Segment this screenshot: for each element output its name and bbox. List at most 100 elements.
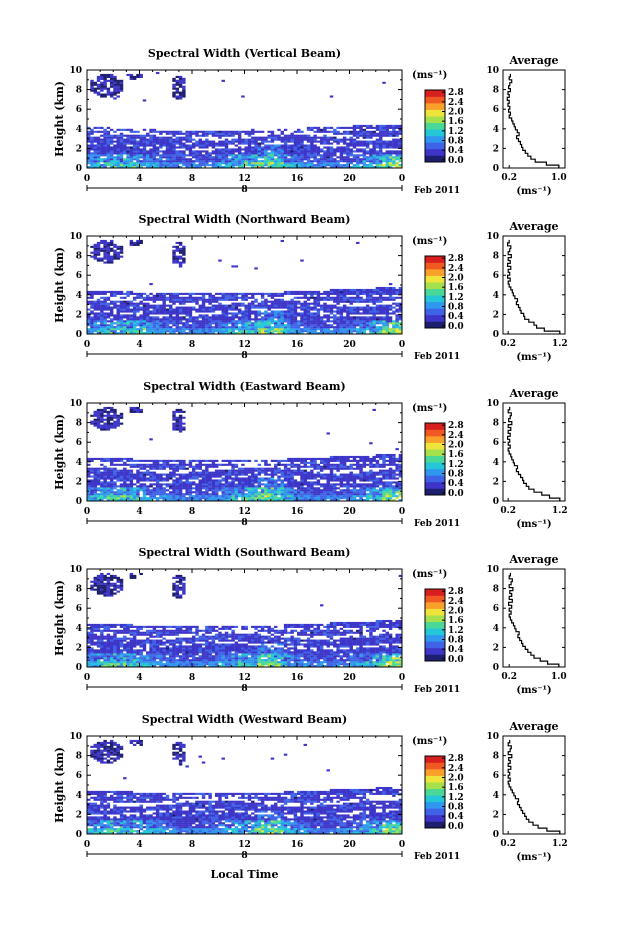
heatmap-cell	[202, 481, 205, 483]
heatmap-cell	[100, 141, 103, 143]
heatmap-cell	[202, 131, 205, 133]
heatmap-cell	[376, 150, 379, 152]
heatmap-cell	[87, 160, 90, 162]
heatmap-cell	[103, 84, 106, 86]
heatmap-cell	[90, 301, 93, 303]
heatmap-cell	[297, 297, 300, 299]
heatmap-cell	[159, 307, 162, 309]
heatmap-cell	[94, 158, 97, 160]
heatmap-cell	[264, 139, 267, 141]
heatmap-cell	[120, 80, 123, 82]
heatmap-cell	[287, 162, 290, 164]
heatmap-cell	[172, 154, 175, 156]
heatmap-cell	[153, 460, 156, 462]
heatmap-cell	[225, 483, 228, 485]
heatmap-cell	[123, 322, 126, 324]
heatmap-cell	[94, 256, 97, 258]
heatmap-cell	[202, 299, 205, 301]
heatmap-cell	[382, 309, 385, 311]
heatmap-cell	[140, 474, 143, 476]
heatmap-cell	[281, 328, 284, 330]
heatmap-cell	[290, 291, 293, 293]
heatmap-cell	[281, 240, 284, 242]
heatmap-cell	[323, 156, 326, 158]
heatmap-cell	[267, 307, 270, 309]
heatmap-cell	[297, 312, 300, 314]
heatmap-cell	[179, 152, 182, 154]
heatmap-cell	[356, 143, 359, 145]
heatmap-cell	[215, 474, 218, 476]
heatmap-cell	[287, 148, 290, 150]
heatmap-cell	[90, 152, 93, 154]
heatmap-cell	[176, 131, 179, 133]
heatmap-cell	[205, 301, 208, 303]
heatmap-cell	[208, 297, 211, 299]
heatmap-cell	[100, 135, 103, 137]
heatmap-cell	[156, 305, 159, 307]
heatmap-cell	[179, 476, 182, 478]
heatmap-cell	[208, 326, 211, 328]
colorbar-swatch	[425, 289, 445, 296]
heatmap-cell	[159, 491, 162, 493]
heatmap-cell	[189, 462, 192, 464]
heatmap-cell	[245, 322, 248, 324]
heatmap-cell	[97, 242, 100, 244]
heatmap-cell	[218, 260, 221, 262]
heatmap-cell	[100, 310, 103, 312]
heatmap-cell	[274, 152, 277, 154]
heatmap-cell	[166, 322, 169, 324]
heatmap-cell	[199, 310, 202, 312]
heatmap-cell	[313, 127, 316, 129]
heatmap-cell	[110, 487, 113, 489]
heatmap-cell	[182, 133, 185, 135]
heatmap-cell	[277, 322, 280, 324]
heatmap-cell	[90, 156, 93, 158]
heatmap-cell	[235, 466, 238, 468]
heatmap-cell	[199, 143, 202, 145]
heatmap-cell	[222, 297, 225, 299]
heatmap-cell	[287, 310, 290, 312]
heatmap-cell	[103, 261, 106, 263]
heatmap-cell	[103, 481, 106, 483]
heatmap-cell	[189, 160, 192, 162]
heatmap-cell	[330, 307, 333, 309]
heatmap-cell	[274, 148, 277, 150]
heatmap-cell	[222, 293, 225, 295]
heatmap-cell	[235, 497, 238, 499]
heatmap-cell	[281, 303, 284, 305]
heatmap-cell	[215, 164, 218, 166]
heatmap-cell	[248, 314, 251, 316]
heatmap-cell	[274, 146, 277, 148]
heatmap-cell	[287, 150, 290, 152]
heatmap-cell	[140, 330, 143, 332]
heatmap-cell	[199, 316, 202, 318]
heatmap-cell	[182, 495, 185, 497]
heatmap-cell	[382, 305, 385, 307]
heatmap-cell	[205, 470, 208, 472]
heatmap-cell	[274, 464, 277, 466]
heatmap-cell	[353, 312, 356, 314]
heatmap-cell	[126, 485, 129, 487]
heatmap-cell	[231, 474, 234, 476]
heatmap-cell	[241, 326, 244, 328]
heatmap-cell	[379, 299, 382, 301]
heatmap-cell	[327, 150, 330, 152]
heatmap-cell	[251, 162, 254, 164]
heatmap-cell	[215, 322, 218, 324]
heatmap-cell	[94, 425, 97, 427]
heatmap-cell	[143, 156, 146, 158]
heatmap-cell	[330, 162, 333, 164]
heatmap-cell	[215, 156, 218, 158]
heatmap-cell	[97, 326, 100, 328]
heatmap-cell	[195, 152, 198, 154]
heatmap-cell	[366, 316, 369, 318]
heatmap-cell	[235, 479, 238, 481]
heatmap-cell	[386, 309, 389, 311]
heatmap-cell	[149, 483, 152, 485]
heatmap-cell	[356, 131, 359, 133]
heatmap-cell	[369, 125, 372, 127]
heatmap-cell	[222, 80, 225, 82]
heatmap-cell	[245, 131, 248, 133]
heatmap-cell	[110, 310, 113, 312]
heatmap-cell	[120, 497, 123, 499]
